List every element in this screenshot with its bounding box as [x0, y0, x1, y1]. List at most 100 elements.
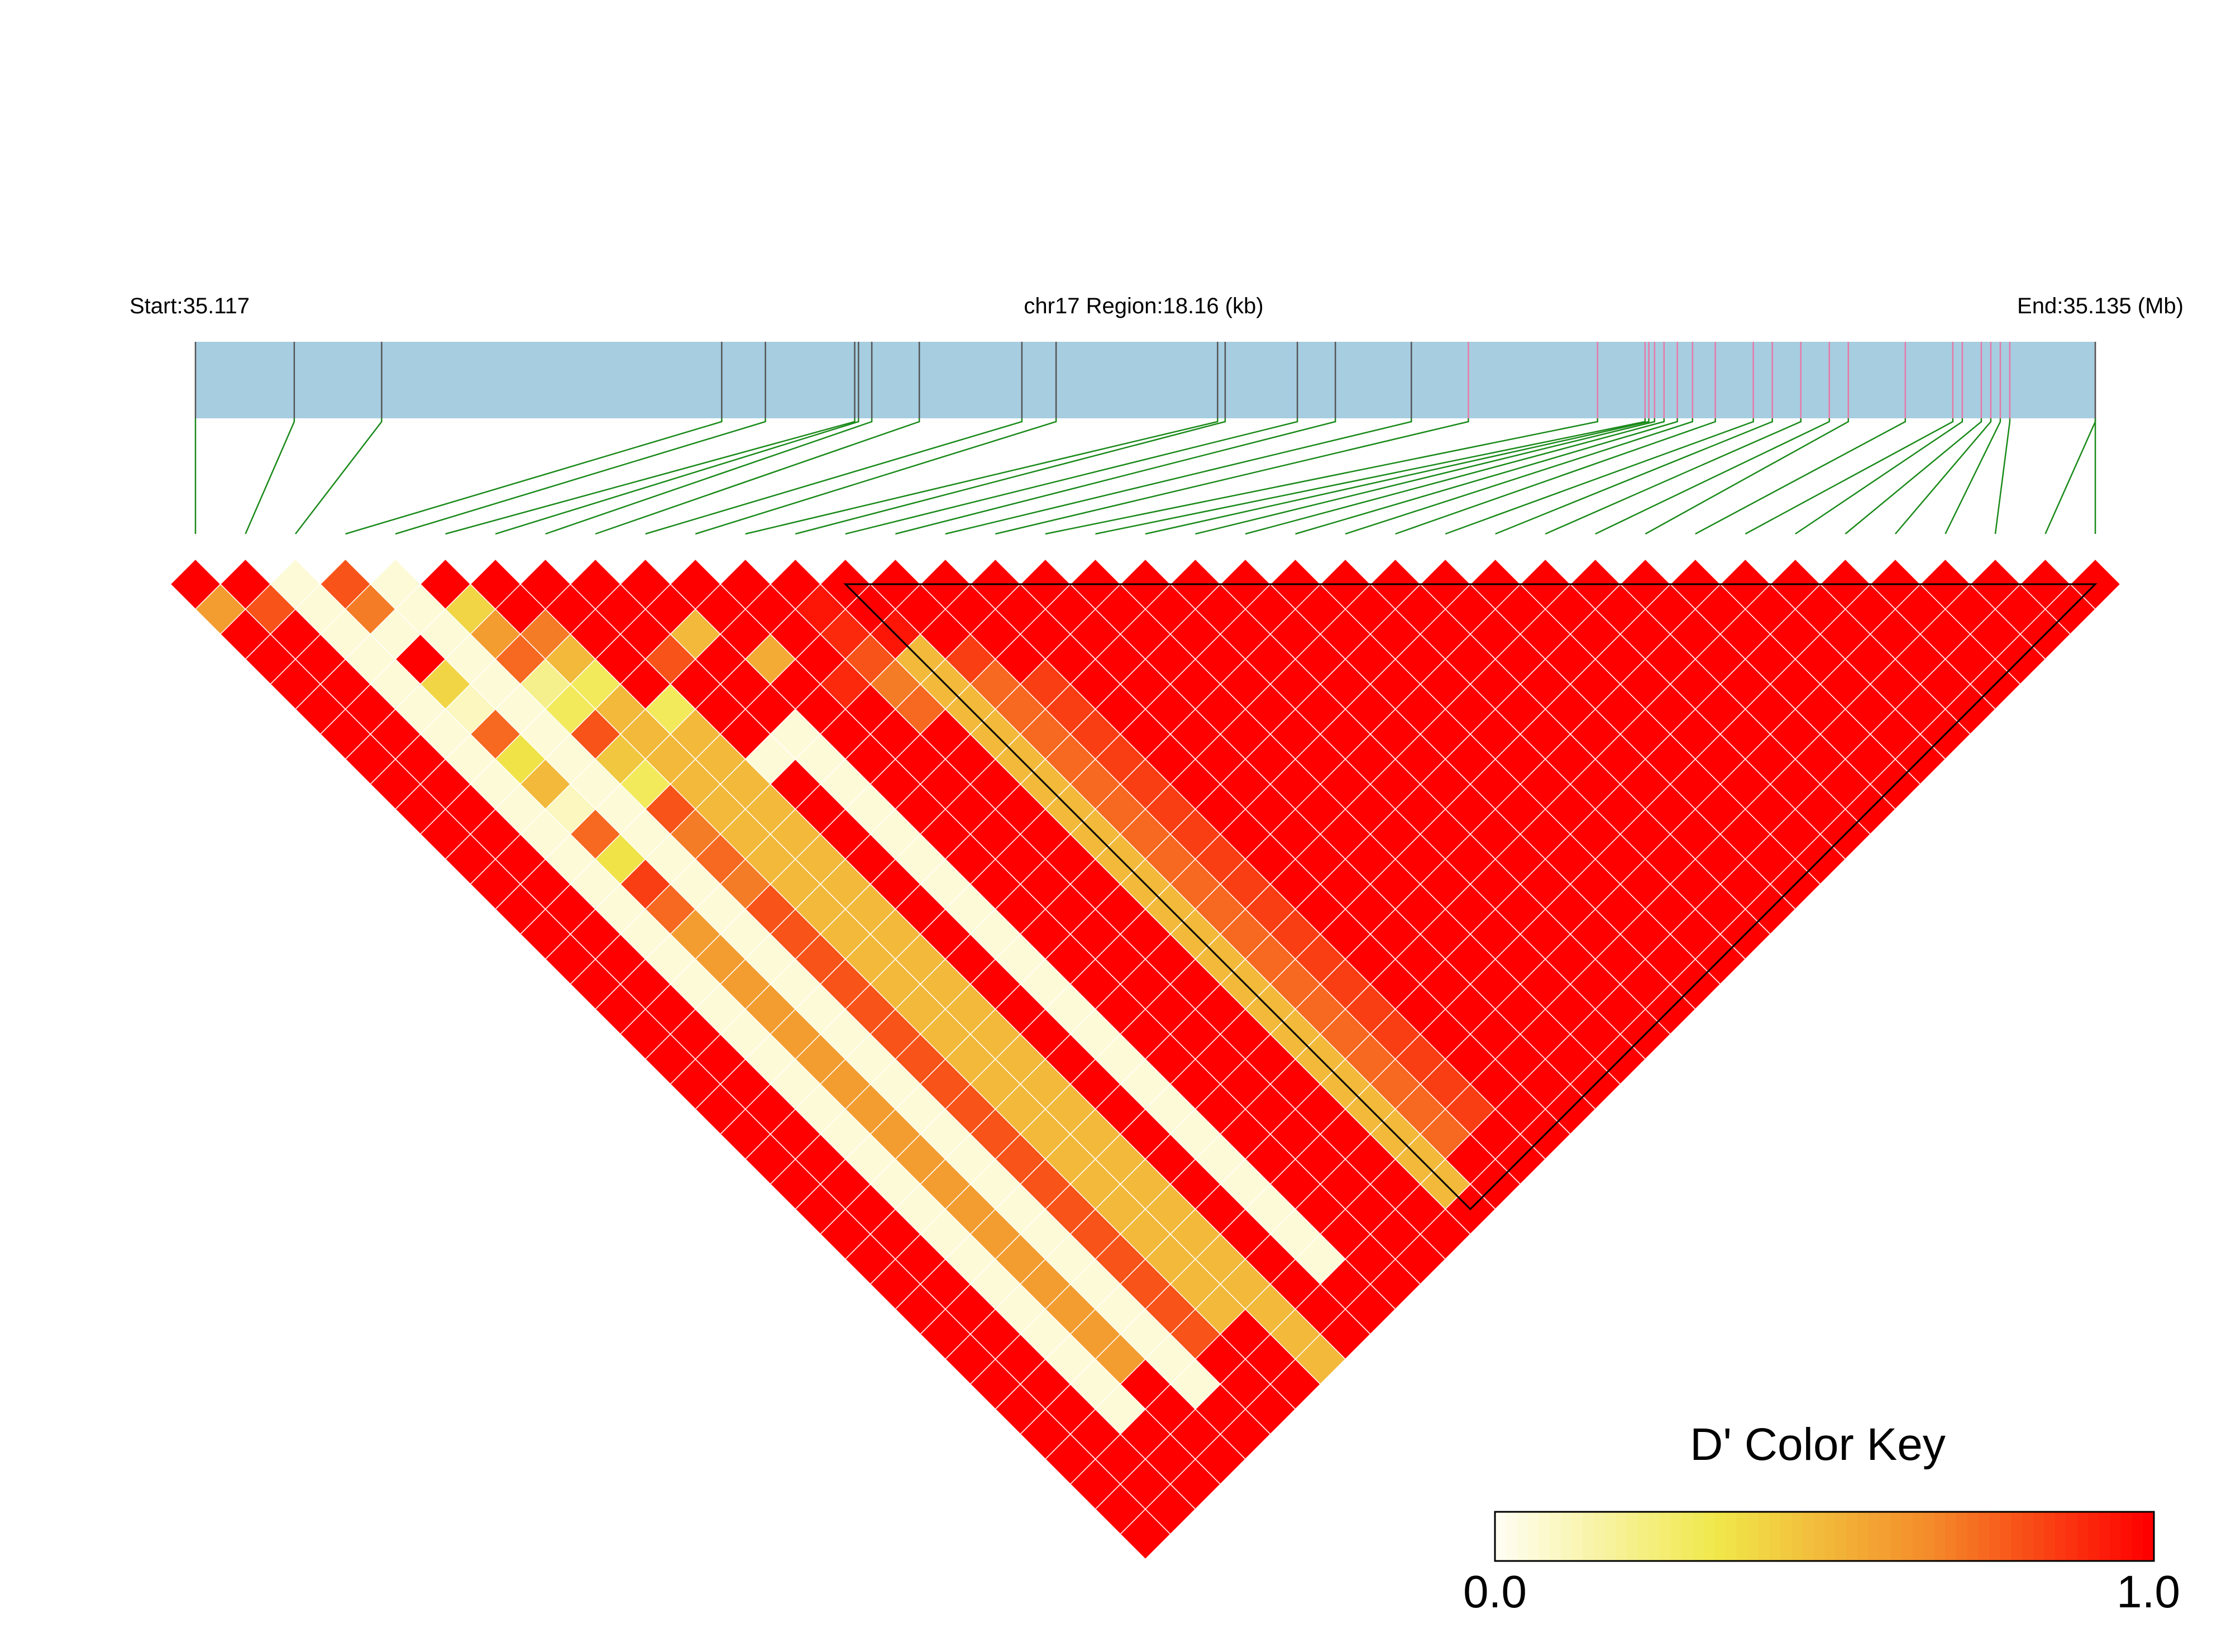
- color-key-step: [1528, 1512, 1540, 1561]
- color-key-step: [2132, 1512, 2144, 1561]
- color-key-step: [1857, 1512, 1869, 1561]
- snp-connector: [1445, 418, 1754, 535]
- color-key-step: [1813, 1512, 1825, 1561]
- snp-connector: [1395, 418, 1716, 535]
- color-key-step: [1978, 1512, 1990, 1561]
- color-key-step: [1945, 1512, 1957, 1561]
- color-key-step: [2044, 1512, 2056, 1561]
- color-key-step: [1802, 1512, 1814, 1561]
- snp-connector: [995, 418, 1469, 535]
- color-key-step: [1769, 1512, 1781, 1561]
- color-key-step: [1627, 1512, 1638, 1561]
- snp-connector: [745, 418, 1219, 535]
- snp-connector: [245, 418, 295, 534]
- color-key-step: [1912, 1512, 1924, 1561]
- color-key-step: [1923, 1512, 1935, 1561]
- snp-connector: [1195, 418, 1655, 535]
- color-key-step: [2000, 1512, 2012, 1561]
- end-label: End:35.135 (Mb): [2017, 294, 2184, 318]
- color-key-step: [1747, 1512, 1759, 1561]
- color-key-step: [1714, 1512, 1726, 1561]
- snp-connector: [445, 418, 856, 535]
- color-key-step: [1956, 1512, 1968, 1561]
- snp-connector: [1145, 418, 1650, 535]
- snp-connector: [1345, 418, 1694, 535]
- color-key-min-label: 0.0: [1463, 1567, 1527, 1617]
- color-key-step: [1571, 1512, 1584, 1561]
- snp-connector: [945, 418, 1412, 535]
- color-key-border: [1494, 1511, 2155, 1562]
- color-key-step: [1703, 1512, 1716, 1561]
- track-band: [195, 342, 2095, 418]
- snp-connector: [1295, 418, 1678, 535]
- color-key-step: [1670, 1512, 1683, 1561]
- color-key-step: [1594, 1512, 1606, 1561]
- color-key-step: [1736, 1512, 1749, 1561]
- color-key-step: [1989, 1512, 2001, 1561]
- color-key-step: [1495, 1512, 1507, 1561]
- color-key-step: [1561, 1512, 1573, 1561]
- snp-connector: [595, 418, 920, 535]
- color-key-step: [1660, 1512, 1671, 1561]
- color-key-step: [1868, 1512, 1880, 1561]
- color-key-step: [1824, 1512, 1836, 1561]
- snp-connector: [345, 418, 723, 535]
- color-key-step: [2055, 1512, 2067, 1561]
- color-key-step: [1792, 1512, 1803, 1561]
- start-label: Start:35.117: [130, 294, 250, 318]
- snp-connector: [545, 418, 873, 535]
- ld-block-outline: [843, 583, 2098, 1211]
- color-key-step: [1780, 1512, 1792, 1561]
- snp-connector: [1545, 418, 1802, 535]
- color-key-step: [2121, 1512, 2133, 1561]
- color-key-step: [1583, 1512, 1594, 1561]
- snp-connector: [1795, 418, 1964, 535]
- color-key-step: [1901, 1512, 1913, 1561]
- color-key: D' Color Key 0.0 1.0: [1463, 1419, 2180, 1617]
- snp-connector: [1245, 418, 1665, 535]
- color-key-step: [2110, 1512, 2122, 1561]
- color-key-step: [2011, 1512, 2023, 1561]
- color-key-step: [1726, 1512, 1737, 1561]
- snp-connector: [1994, 418, 2011, 534]
- color-key-step: [1637, 1512, 1650, 1561]
- snp-connector: [795, 418, 1226, 535]
- color-key-step: [2099, 1512, 2111, 1561]
- color-key-step: [1539, 1512, 1551, 1561]
- snp-connector: [1745, 418, 1954, 535]
- color-key-step: [1879, 1512, 1891, 1561]
- snp-connector: [1845, 418, 1982, 534]
- color-key-max-label: 1.0: [2117, 1567, 2180, 1617]
- snp-connector: [1894, 418, 1992, 534]
- color-key-step: [1550, 1512, 1561, 1561]
- snp-connector: [1695, 418, 1907, 535]
- color-key-step: [1693, 1512, 1704, 1561]
- color-key-step: [1890, 1512, 1902, 1561]
- snp-connector: [645, 418, 1023, 535]
- snp-connector: [1095, 418, 1646, 535]
- color-key-step: [1934, 1512, 1946, 1561]
- ld-cells: [170, 558, 2121, 1560]
- snp-connector: [2044, 418, 2096, 534]
- color-key-step: [1759, 1512, 1770, 1561]
- snp-connector: [295, 418, 383, 534]
- color-key-step: [1616, 1512, 1627, 1561]
- region-label: chr17 Region:18.16 (kb): [1024, 294, 1263, 318]
- snp-connector: [1045, 418, 1598, 535]
- color-key-step: [1506, 1512, 1518, 1561]
- snp-connector-lines: [194, 418, 2096, 535]
- color-key-title: D' Color Key: [1690, 1419, 1946, 1470]
- color-key-step: [1835, 1512, 1847, 1561]
- snp-connector: [1945, 418, 2001, 534]
- color-key-gradient: [1495, 1512, 2154, 1561]
- snp-connector: [895, 418, 1336, 535]
- snp-connector: [1595, 418, 1830, 535]
- snp-connector: [1645, 418, 1849, 535]
- color-key-step: [2066, 1512, 2078, 1561]
- snp-connector: [845, 418, 1298, 535]
- color-key-step: [1604, 1512, 1617, 1561]
- color-key-step: [1846, 1512, 1858, 1561]
- snp-connector: [495, 418, 859, 535]
